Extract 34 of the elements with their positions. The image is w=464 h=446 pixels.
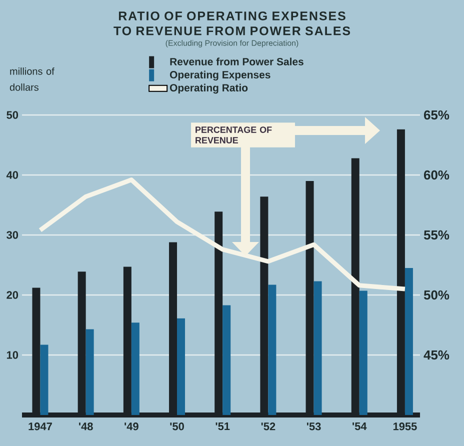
y-tick-label: 30 — [6, 231, 18, 239]
x-tick-label: '51 — [216, 422, 230, 430]
bar — [359, 290, 368, 415]
bar — [177, 318, 186, 415]
x-tick-label: 1955 — [393, 422, 417, 430]
x-tick-label: '54 — [352, 422, 367, 430]
y2-tick-label: 55% — [424, 230, 450, 240]
y-axis-title: millions of dollars — [10, 68, 54, 91]
y-tick-label: 50 — [6, 111, 18, 119]
y-tick-label: 40 — [6, 171, 18, 179]
y2-tick-label: 50% — [424, 290, 450, 300]
bar — [40, 344, 48, 415]
y-tick-label: 10 — [6, 351, 18, 359]
legend-label: Revenue from Power Sales — [170, 58, 304, 66]
x-tick-label: '52 — [261, 422, 276, 430]
bar — [222, 305, 231, 415]
y2-tick-label: 65% — [424, 110, 450, 120]
legend-label: Operating Ratio — [170, 84, 248, 94]
legend-label: Operating Expenses — [170, 70, 270, 81]
bar — [131, 322, 140, 415]
y2-tick-label: 60% — [424, 170, 450, 180]
bar — [86, 329, 94, 415]
x-tick-label: '53 — [306, 422, 321, 430]
bar — [404, 268, 413, 415]
annotation: PERCENTAGE OF REVENUE — [196, 126, 272, 144]
chart-title: RATIO OF OPERATING EXPENSES TO REVENUE FROM POWER SALES — [114, 12, 350, 36]
x-tick-label: 1947 — [28, 422, 52, 430]
y2-tick-label: 45% — [424, 350, 450, 360]
bar — [268, 284, 276, 415]
x-tick-label: '49 — [124, 422, 138, 430]
y-tick-label: 20 — [6, 291, 18, 299]
x-tick-label: '48 — [79, 422, 93, 430]
bar — [314, 281, 322, 415]
x-tick-label: '50 — [170, 422, 184, 430]
